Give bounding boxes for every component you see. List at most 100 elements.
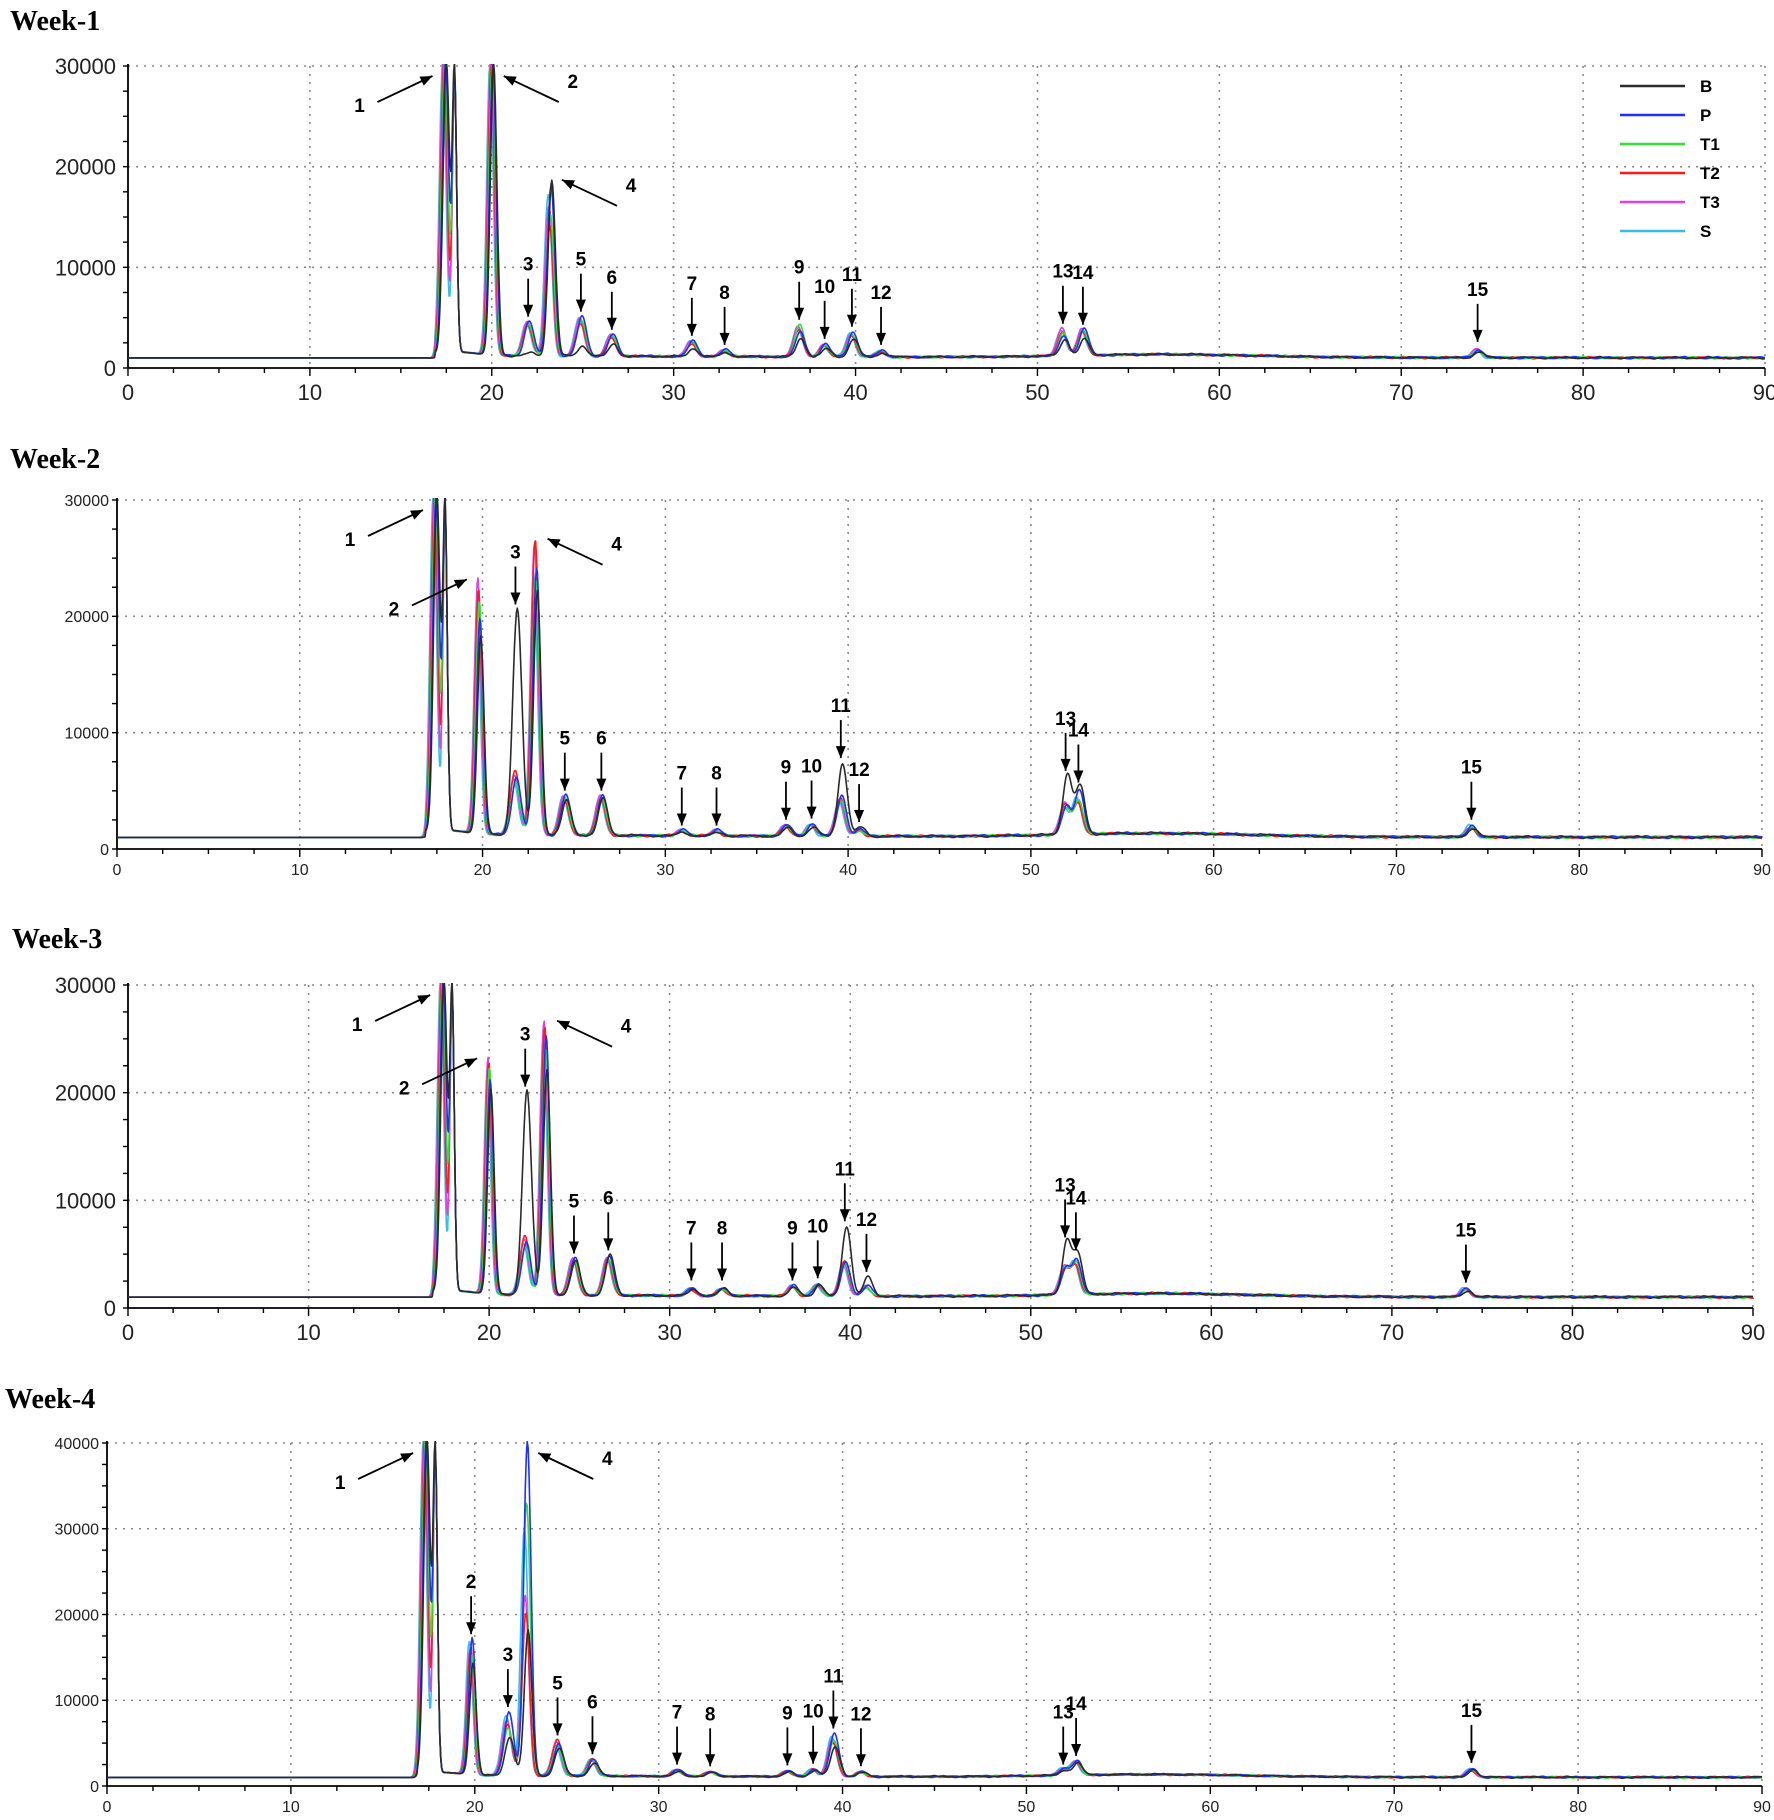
- peak-label: 7: [672, 1703, 683, 1724]
- chart-panel-week-2: Week-2 0 10 20 30 40 50 60 70 80 90 0 10000 20000 3000…: [10, 444, 1771, 879]
- arrow-head: [538, 1453, 552, 1463]
- peak-label: 13: [1055, 1175, 1076, 1196]
- x-tick-label: 40: [843, 380, 867, 405]
- arrow-head: [672, 1752, 683, 1765]
- trace-p: [107, 1441, 1762, 1780]
- trace-t3: [128, 983, 1753, 1299]
- x-tick-label: 30: [657, 1320, 681, 1345]
- x-tick-label: 10: [296, 1320, 320, 1345]
- traces: [117, 498, 1762, 840]
- peak-label: 3: [503, 1645, 514, 1666]
- peak-label: 9: [794, 258, 805, 279]
- peak-label: 14: [1065, 1188, 1087, 1209]
- arrow-head: [854, 810, 865, 823]
- x-tick-label: 20: [480, 380, 504, 405]
- arrow-head: [876, 332, 887, 345]
- arrow-head: [1466, 1750, 1477, 1763]
- arrow-head: [686, 1268, 697, 1281]
- trace-p: [128, 64, 1765, 360]
- arrow-head: [839, 1209, 850, 1222]
- peak-label: 10: [807, 1216, 828, 1237]
- x-tick-label: 30: [656, 862, 674, 879]
- trace-t1: [128, 983, 1753, 1300]
- arrow-head: [794, 307, 805, 320]
- x-tick-label: 10: [291, 862, 309, 879]
- y-tick-label: 0: [104, 356, 116, 381]
- x-tick-label: 80: [1570, 862, 1588, 879]
- arrow-head: [603, 1238, 614, 1251]
- peak-label: 8: [711, 764, 722, 785]
- trace-t2: [128, 983, 1753, 1300]
- arrow-head: [523, 304, 534, 317]
- peak-label: 15: [1467, 280, 1489, 301]
- arrow-head: [410, 510, 424, 520]
- peak-label: 1: [354, 96, 365, 117]
- arrow-head: [1071, 1743, 1082, 1756]
- y-tick-label: 30000: [55, 1522, 100, 1539]
- arrow-head: [606, 317, 617, 330]
- chart-panel-week-4: Week-4 0 10 20 30 40 50 60 70 80 90 0 10000 20000 3000…: [5, 1384, 1771, 1816]
- arrow-head: [846, 314, 857, 327]
- trace-b: [117, 498, 1762, 840]
- peak-label: 7: [687, 274, 698, 295]
- arrow-head: [552, 1723, 563, 1736]
- x-tick-label: 30: [650, 1799, 668, 1816]
- grid: [128, 65, 1766, 368]
- x-tick-label: 70: [1380, 1320, 1404, 1345]
- y-tick-label: 20000: [65, 609, 110, 626]
- arrow-head: [417, 995, 431, 1005]
- x-tick-label: 30: [661, 380, 685, 405]
- peak-label: 1: [352, 1015, 363, 1036]
- arrow-head: [568, 1241, 579, 1254]
- y-tick-label: 20000: [55, 1081, 116, 1106]
- x-tick-label: 50: [1022, 862, 1040, 879]
- arrow-head: [575, 299, 586, 312]
- legend-label-t2: T2: [1700, 164, 1720, 183]
- peak-label: 13: [1052, 262, 1073, 283]
- x-tick-label: 40: [834, 1799, 852, 1816]
- peak-label: 1: [345, 530, 356, 551]
- panel-title: Week-3: [12, 924, 102, 955]
- arrow-head: [835, 746, 846, 759]
- x-tick-label: 70: [1388, 862, 1406, 879]
- peak-label: 4: [611, 535, 622, 556]
- trace-t3: [107, 1441, 1762, 1779]
- y-tick-label: 0: [100, 842, 109, 859]
- y-tick-label: 10000: [55, 1188, 116, 1213]
- peak-label: 14: [1072, 263, 1094, 284]
- arrow-head: [782, 1753, 793, 1766]
- peak-label: 5: [569, 1192, 580, 1213]
- peak-label: 11: [835, 1159, 856, 1180]
- x-tick-label: 90: [1753, 380, 1774, 405]
- trace-t2: [117, 498, 1762, 840]
- arrow-head: [400, 1453, 414, 1463]
- peak-label: 13: [1055, 709, 1076, 730]
- x-tick-label: 80: [1569, 1799, 1587, 1816]
- peak-label: 6: [607, 268, 618, 289]
- peak-label: 3: [510, 543, 521, 564]
- x-tick-label: 10: [298, 380, 322, 405]
- arrow-head: [1060, 758, 1071, 771]
- arrow-head: [861, 1259, 872, 1272]
- peak-label: 15: [1461, 1701, 1483, 1722]
- arrow-head: [1460, 1270, 1471, 1283]
- y-tick-label: 20000: [55, 155, 116, 180]
- x-tick-label: 10: [282, 1799, 300, 1816]
- x-tick-label: 60: [1199, 1320, 1223, 1345]
- y-tick-label: 20000: [55, 1607, 100, 1624]
- arrow-head: [1060, 1225, 1071, 1238]
- x-tick-label: 70: [1385, 1799, 1403, 1816]
- panel-title: Week-2: [10, 444, 100, 475]
- arrow-head: [686, 323, 697, 336]
- chart-panel-week-3: Week-3 0 10 20 30 40 50 60 70 80 90 0 10000 20000 3000…: [12, 924, 1765, 1345]
- arrow-head: [1466, 807, 1477, 820]
- y-tick-label: 10000: [55, 1693, 100, 1710]
- peak-label: 5: [552, 1673, 563, 1694]
- legend-label-p: P: [1700, 106, 1711, 125]
- arrow-head: [719, 332, 730, 345]
- arrow-head: [419, 76, 433, 86]
- arrow-head: [812, 1266, 823, 1279]
- arrow-head: [676, 813, 687, 826]
